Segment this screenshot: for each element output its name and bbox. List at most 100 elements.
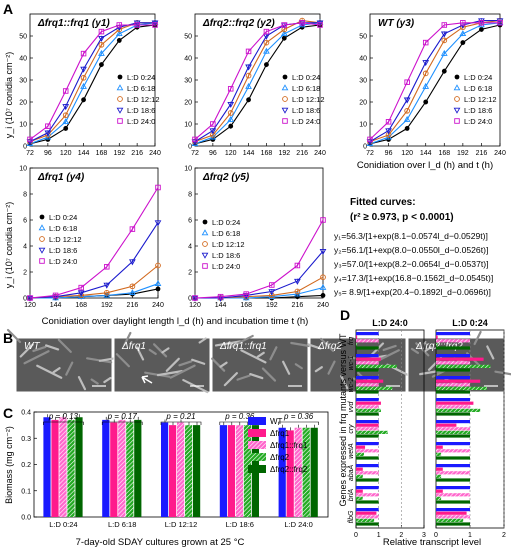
bar	[356, 442, 379, 446]
bar	[356, 368, 379, 372]
x-tick-label: 240	[314, 150, 326, 157]
data-point	[404, 79, 410, 85]
data-point	[155, 184, 161, 191]
hyphae-strand	[494, 370, 511, 376]
y-tick-label: 30	[19, 78, 27, 85]
gene-label: frq	[348, 337, 355, 345]
data-point	[98, 41, 105, 48]
y-tick-label: 4	[23, 244, 27, 251]
hyphae-strand	[156, 370, 184, 377]
bar	[161, 422, 169, 517]
series-line	[369, 20, 501, 143]
data-point	[299, 20, 305, 26]
data-point	[228, 123, 234, 129]
bar	[356, 522, 379, 526]
data-point	[496, 18, 504, 25]
bar	[436, 390, 470, 394]
bar	[286, 430, 294, 517]
hyphae-strand	[256, 351, 265, 358]
chart-title: L:D 0:24	[452, 318, 488, 328]
y-tick-label: 0	[188, 144, 192, 151]
data-point	[104, 264, 110, 270]
data-point	[403, 115, 411, 122]
data-point	[129, 259, 136, 266]
legend-label: L:D 18:6	[49, 246, 77, 255]
y-tick-label: 20	[19, 100, 27, 107]
data-point	[77, 292, 85, 299]
legend-swatch	[248, 417, 266, 425]
category-label: L:D 18:6	[226, 520, 254, 529]
x-tick-label: 216	[296, 150, 308, 157]
data-point	[27, 295, 33, 301]
legend-swatch	[248, 441, 266, 449]
data-point	[316, 20, 324, 27]
legend-marker	[39, 214, 45, 220]
bar	[302, 427, 310, 517]
legend-label: L:D 12:12	[212, 240, 245, 249]
hyphae-strand	[227, 334, 254, 350]
bar	[169, 425, 177, 517]
data-point	[245, 72, 252, 79]
c-xlabel: 7-day-old SDAY cultures grown at 25 °C	[76, 537, 245, 548]
legend-marker	[202, 263, 208, 269]
plot-frame	[29, 167, 159, 299]
x-tick-label: 1	[377, 532, 381, 539]
bar	[436, 493, 470, 497]
data-point	[317, 22, 323, 28]
hyphae-strand	[6, 328, 22, 344]
p-value-label: p = 0.36	[224, 412, 255, 421]
micrograph-image	[15, 337, 113, 393]
y-tick-label: 6	[23, 218, 27, 225]
legend-label: Δfrq1::frq1	[270, 441, 308, 450]
data-point	[320, 217, 326, 223]
y-tick-label: 4	[188, 244, 192, 251]
data-point	[460, 20, 466, 26]
hyphae-strand	[382, 344, 397, 352]
hyphae-strand	[45, 344, 60, 351]
data-point	[441, 37, 448, 44]
hyphae-strand	[161, 347, 170, 354]
legend-label: L:D 12:12	[464, 95, 497, 104]
x-tick-label: 144	[243, 150, 255, 157]
bar	[310, 427, 318, 517]
hyphae-strand	[261, 367, 277, 382]
y-tick-label: 50	[359, 34, 367, 41]
hyphae-strand	[57, 338, 72, 353]
x-tick-label: 2	[399, 532, 403, 539]
legend-label: L:D 18:6	[127, 106, 155, 115]
bar	[185, 425, 193, 517]
legend-marker	[281, 84, 289, 91]
x-tick-label: 192	[266, 302, 278, 309]
bar	[356, 361, 379, 365]
hyphae-strand	[340, 375, 349, 390]
bar	[356, 427, 379, 431]
data-point	[478, 20, 485, 26]
bar	[436, 511, 467, 515]
bar	[356, 508, 379, 512]
y-tick-label: 0.3	[21, 436, 31, 443]
legend-label: L:D 0:24	[212, 218, 240, 227]
data-point	[80, 82, 87, 89]
bar	[227, 425, 235, 517]
x-tick-label: 2	[502, 532, 506, 539]
y-tick-label: 50	[184, 34, 192, 41]
legend-marker	[454, 96, 460, 102]
data-point	[367, 136, 373, 143]
data-point	[422, 70, 429, 77]
bar	[436, 357, 484, 361]
data-point	[268, 289, 276, 296]
y-tick-label: 0.2	[21, 462, 31, 469]
x-tick-label: 72	[366, 150, 374, 157]
chart-title: L:D 24:0	[372, 318, 408, 328]
bar	[356, 430, 388, 434]
data-point	[268, 292, 276, 299]
bar	[294, 427, 302, 517]
y-tick-label: 2	[188, 270, 192, 277]
gene-label: brlA	[348, 488, 355, 501]
hyphae-strand	[191, 358, 206, 365]
data-point	[78, 284, 84, 291]
hyphae-strand	[327, 360, 336, 375]
significance-bracket	[160, 421, 202, 425]
legend-marker	[454, 74, 460, 80]
hyphae-strand	[249, 372, 264, 380]
